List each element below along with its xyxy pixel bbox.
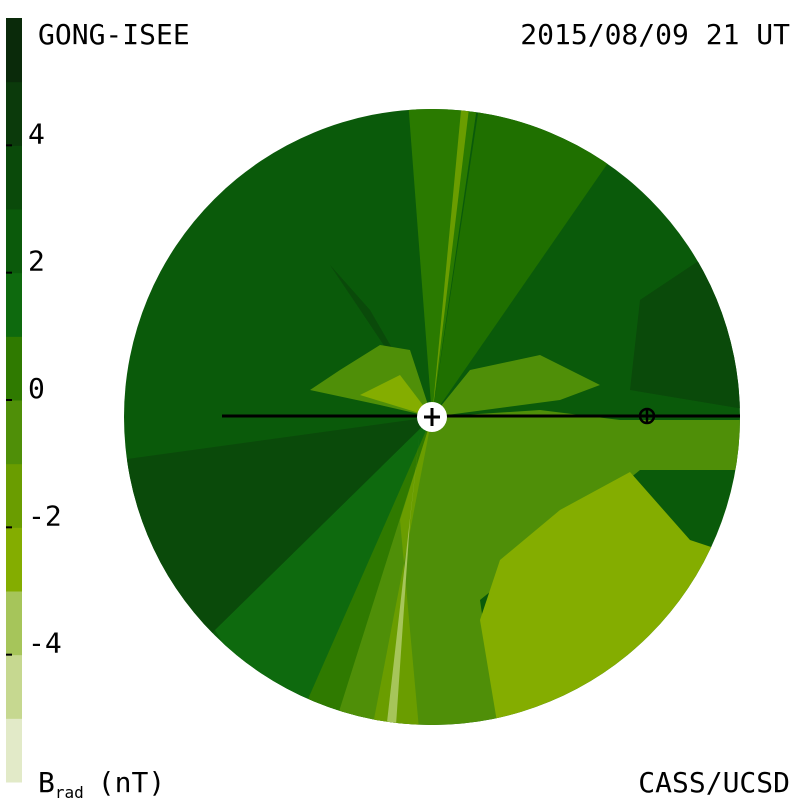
colorbar-band [6, 18, 22, 83]
footer-right: CASS/UCSD [638, 766, 790, 799]
header-left: GONG-ISEE [38, 18, 190, 51]
colorbar-band [6, 527, 22, 592]
header-right: 2015/08/09 21 UT [520, 18, 790, 51]
sun-cross [424, 408, 440, 426]
colorbar-label: B [38, 766, 55, 799]
colorbar-tick-label: -4 [28, 627, 62, 660]
colorbar-subscript: rad [55, 783, 84, 800]
earth-symbol [638, 407, 656, 425]
colorbar-tick-label: -2 [28, 499, 62, 532]
colorbar-tick-label: 2 [28, 245, 45, 278]
colorbar-band [6, 654, 22, 719]
colorbar-band [6, 336, 22, 401]
colorbar-band [6, 145, 22, 210]
colorbar-tick-label: 4 [28, 117, 45, 150]
colorbar-band [6, 463, 22, 528]
colorbar-unit: (nT) [98, 766, 165, 799]
colorbar-band [6, 209, 22, 274]
colorbar-band [6, 718, 22, 783]
colorbar-band [6, 81, 22, 146]
colorbar: 4 2 0 -2 -4 [6, 18, 62, 783]
colorbar-band [6, 272, 22, 337]
colorbar-tick-label: 0 [28, 372, 45, 405]
colorbar-title: Brad (nT) [38, 766, 165, 800]
colorbar-band [6, 400, 22, 465]
colorbar-band [6, 591, 22, 656]
